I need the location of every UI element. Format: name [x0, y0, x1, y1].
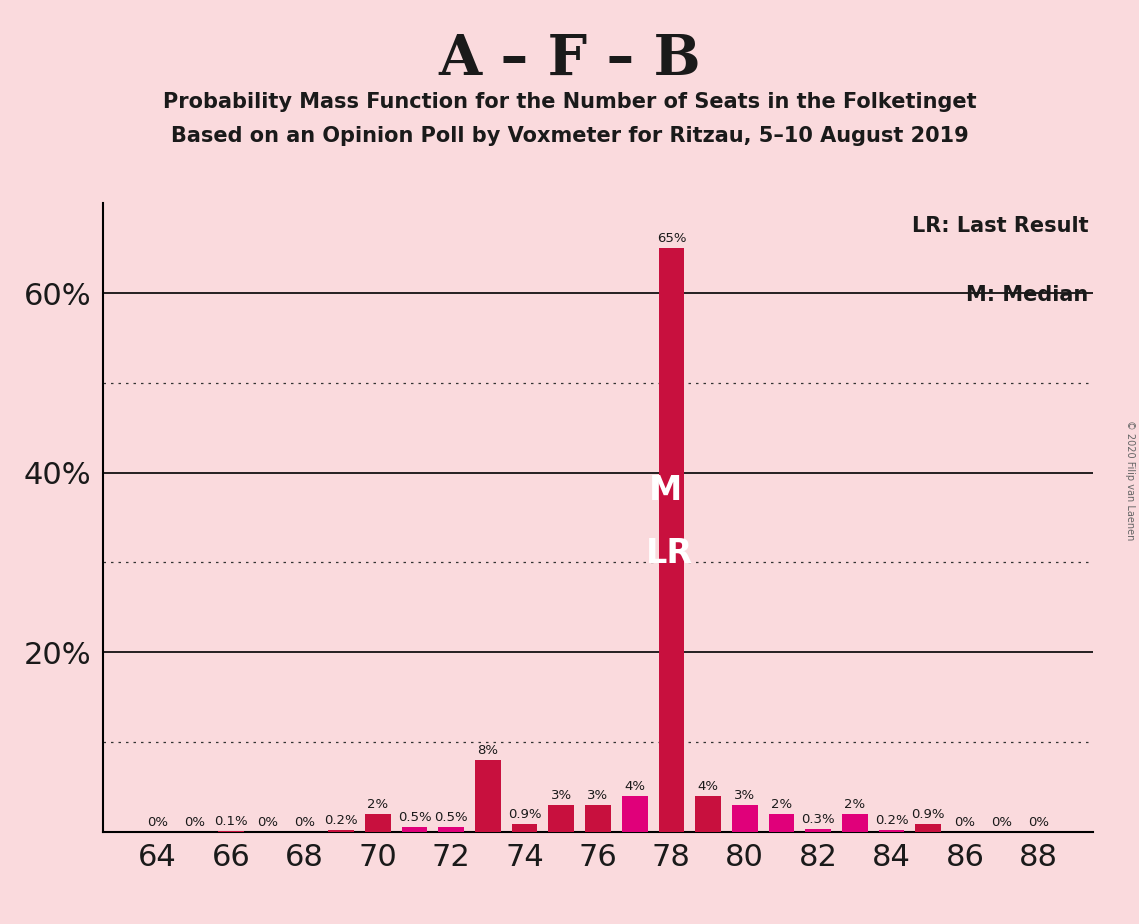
Text: 8%: 8% — [477, 744, 499, 757]
Text: 3%: 3% — [588, 789, 608, 802]
Text: 3%: 3% — [551, 789, 572, 802]
Text: 0.2%: 0.2% — [875, 814, 909, 827]
Text: 0%: 0% — [183, 816, 205, 829]
Text: LR: LR — [646, 537, 694, 570]
Text: M: M — [649, 474, 682, 507]
Text: A – F – B: A – F – B — [439, 32, 700, 88]
Text: LR: Last Result: LR: Last Result — [912, 216, 1089, 236]
Text: 4%: 4% — [697, 780, 719, 793]
Text: 4%: 4% — [624, 780, 645, 793]
Text: 0.9%: 0.9% — [911, 808, 945, 821]
Text: 2%: 2% — [367, 798, 388, 811]
Bar — [769, 814, 794, 832]
Bar — [585, 805, 611, 832]
Bar — [475, 760, 501, 832]
Text: 0%: 0% — [257, 816, 278, 829]
Bar — [732, 805, 757, 832]
Text: 0.3%: 0.3% — [802, 813, 835, 826]
Bar — [328, 830, 354, 832]
Bar — [805, 829, 831, 832]
Text: 0%: 0% — [954, 816, 975, 829]
Text: 0.1%: 0.1% — [214, 815, 248, 828]
Text: Probability Mass Function for the Number of Seats in the Folketinget: Probability Mass Function for the Number… — [163, 92, 976, 113]
Bar — [511, 823, 538, 832]
Text: 0.5%: 0.5% — [434, 811, 468, 824]
Bar — [364, 814, 391, 832]
Text: Based on an Opinion Poll by Voxmeter for Ritzau, 5–10 August 2019: Based on an Opinion Poll by Voxmeter for… — [171, 126, 968, 146]
Bar — [439, 827, 464, 832]
Bar — [658, 249, 685, 832]
Text: © 2020 Filip van Laenen: © 2020 Filip van Laenen — [1125, 420, 1134, 541]
Text: 0%: 0% — [294, 816, 314, 829]
Text: 3%: 3% — [735, 789, 755, 802]
Text: 0%: 0% — [1027, 816, 1049, 829]
Bar — [878, 830, 904, 832]
Text: 0.5%: 0.5% — [398, 811, 432, 824]
Text: 2%: 2% — [844, 798, 866, 811]
Text: 0%: 0% — [147, 816, 169, 829]
Text: 65%: 65% — [656, 233, 686, 246]
Bar — [695, 796, 721, 832]
Bar — [622, 796, 647, 832]
Bar — [548, 805, 574, 832]
Bar — [402, 827, 427, 832]
Text: 0%: 0% — [991, 816, 1013, 829]
Text: M: Median: M: Median — [966, 285, 1089, 305]
Bar — [916, 823, 941, 832]
Bar — [842, 814, 868, 832]
Text: 2%: 2% — [771, 798, 792, 811]
Text: 0.2%: 0.2% — [325, 814, 358, 827]
Text: 0.9%: 0.9% — [508, 808, 541, 821]
